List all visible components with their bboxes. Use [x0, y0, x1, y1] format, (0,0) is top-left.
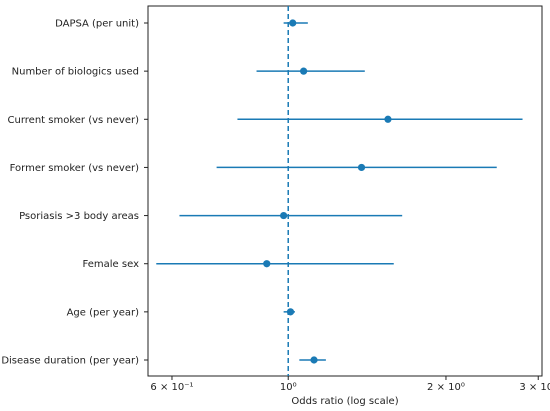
tick-label-x: 10⁰ [280, 382, 297, 393]
point-estimate [357, 163, 366, 172]
plot-frame [147, 5, 543, 377]
point-estimate [263, 260, 271, 268]
point-estimate [286, 308, 295, 316]
estimate-rows [156, 19, 523, 364]
x-axis-label: Odds ratio (log scale) [291, 396, 398, 407]
point-estimate [310, 356, 318, 364]
tick-label-x: 3 × 10⁰ [519, 382, 550, 393]
category-label: Current smoker (vs never) [8, 115, 140, 126]
tick-label-x: 6 × 10⁻¹ [150, 382, 193, 393]
point-estimate [289, 19, 297, 27]
tick-label-x: 2 × 10⁰ [427, 382, 465, 393]
point-estimate [300, 67, 308, 75]
category-label: DAPSA (per unit) [55, 19, 139, 30]
category-labels: DAPSA (per unit) Number of biologics used… [1, 19, 148, 367]
point-estimate [280, 211, 288, 220]
category-label: Number of biologics used [12, 67, 139, 78]
category-label: Psoriasis >3 body areas [19, 211, 139, 222]
category-label: Disease duration (per year) [1, 356, 139, 367]
x-ticks: 6 × 10⁻¹ 10⁰ 2 × 10⁰ 3 × 10⁰ [150, 376, 550, 393]
category-label: Age (per year) [67, 307, 140, 318]
category-label: Former smoker (vs never) [10, 163, 139, 174]
category-label: Female sex [83, 259, 140, 270]
point-estimate [384, 115, 392, 123]
